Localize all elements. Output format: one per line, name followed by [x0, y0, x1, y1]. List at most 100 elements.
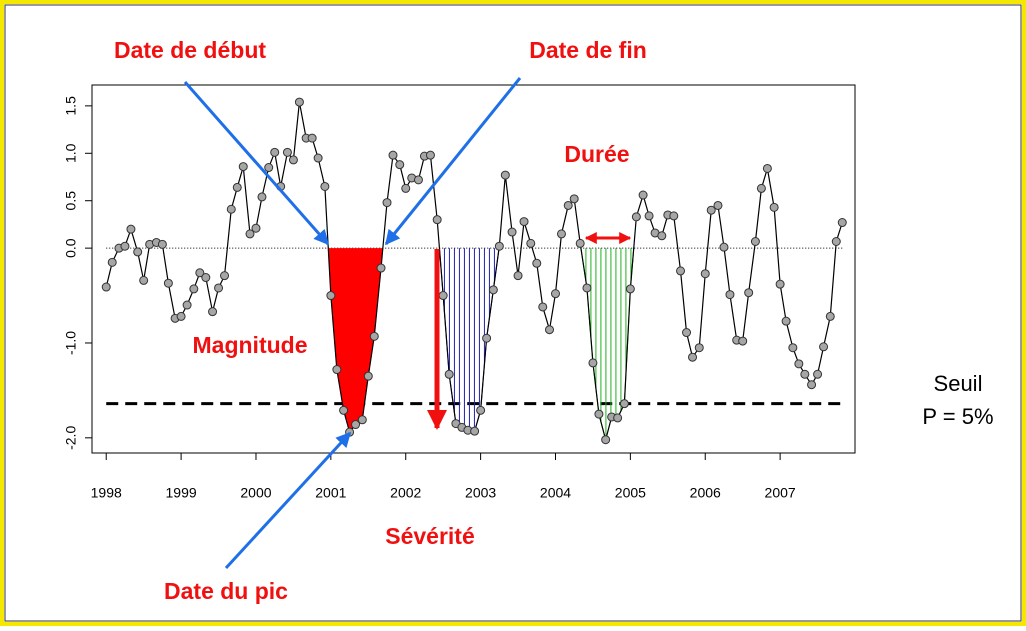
- point: [139, 275, 149, 285]
- x-tick-label: 2002: [390, 485, 421, 501]
- annotation: Durée: [564, 141, 629, 167]
- point: [688, 352, 698, 362]
- point: [388, 150, 398, 160]
- annotation: Date de début: [114, 37, 266, 63]
- x-tick-label: 1998: [91, 485, 122, 501]
- point: [376, 263, 386, 273]
- x-tick-label: 2005: [615, 485, 646, 501]
- x-tick-label: 2004: [540, 485, 571, 501]
- plot-area: 1.5 1.0 0.5 0.0 -1.0 -2.0 1998 1999 2000 2001 2002…: [63, 96, 847, 501]
- point: [582, 283, 592, 293]
- point: [482, 333, 492, 343]
- point: [513, 271, 523, 281]
- point: [251, 223, 261, 233]
- point: [220, 271, 230, 281]
- point: [794, 359, 804, 369]
- point: [264, 163, 274, 173]
- point: [395, 160, 405, 170]
- point: [282, 147, 292, 157]
- y-tick-label: -1.0: [63, 331, 79, 355]
- point: [694, 343, 704, 353]
- point: [556, 229, 566, 239]
- point: [719, 242, 729, 252]
- point: [182, 300, 192, 310]
- point: [444, 369, 454, 379]
- point: [201, 273, 211, 283]
- point: [189, 284, 199, 294]
- point: [313, 153, 323, 163]
- point: [369, 331, 379, 341]
- annotation: Magnitude: [193, 332, 308, 358]
- point: [401, 183, 411, 193]
- point: [339, 405, 349, 415]
- arrow: [224, 431, 352, 570]
- arrow: [183, 81, 330, 246]
- point: [725, 290, 735, 300]
- arrow: [384, 77, 522, 246]
- point: [775, 279, 785, 289]
- x-tick-label: 2003: [465, 485, 496, 501]
- point: [769, 202, 779, 212]
- point: [713, 200, 723, 210]
- point: [638, 190, 648, 200]
- point: [363, 371, 373, 381]
- y-tick-label: 0.5: [63, 191, 79, 211]
- x-tick-label: 2007: [765, 485, 796, 501]
- y-tick-label: 1.0: [63, 143, 79, 163]
- point: [813, 369, 823, 379]
- point: [413, 175, 423, 185]
- point: [351, 420, 361, 430]
- point: [232, 182, 242, 192]
- point: [245, 229, 255, 239]
- point: [382, 198, 392, 208]
- x-tick-label: 2006: [690, 485, 721, 501]
- point: [601, 435, 611, 445]
- point: [163, 278, 173, 288]
- y-tick-label: 0.0: [63, 238, 79, 258]
- point: [494, 241, 504, 251]
- point: [470, 426, 480, 436]
- point: [257, 192, 267, 202]
- annotation: Sévérité: [385, 523, 475, 549]
- point: [550, 289, 560, 299]
- point: [682, 328, 692, 338]
- point: [126, 224, 136, 234]
- point: [507, 227, 517, 237]
- y-tick-label: 1.5: [63, 96, 79, 116]
- point: [294, 97, 304, 107]
- point: [706, 205, 716, 215]
- threshold-label: Seuil: [934, 371, 983, 396]
- point: [545, 325, 555, 335]
- point: [762, 163, 772, 173]
- point: [208, 307, 218, 317]
- point: [625, 284, 635, 294]
- y-tick-label: -2.0: [63, 426, 79, 450]
- point: [438, 291, 448, 301]
- point: [738, 336, 748, 346]
- x-tick-label: 1999: [166, 485, 197, 501]
- point: [588, 358, 598, 368]
- point: [563, 200, 573, 210]
- point: [107, 257, 117, 267]
- point: [425, 150, 435, 160]
- x-tick-label: 2000: [240, 485, 271, 501]
- point: [744, 288, 754, 298]
- point: [594, 409, 604, 419]
- point: [357, 415, 367, 425]
- point: [781, 316, 791, 326]
- point: [538, 302, 548, 312]
- point: [307, 133, 317, 143]
- point: [788, 343, 798, 353]
- point: [326, 291, 336, 301]
- point: [676, 266, 686, 276]
- point: [519, 217, 529, 227]
- point: [214, 283, 224, 293]
- annotation: Date de fin: [529, 37, 647, 63]
- threshold-label: P = 5%: [922, 404, 993, 429]
- point: [500, 170, 510, 180]
- point: [657, 231, 667, 241]
- point: [825, 311, 835, 321]
- point: [101, 282, 111, 292]
